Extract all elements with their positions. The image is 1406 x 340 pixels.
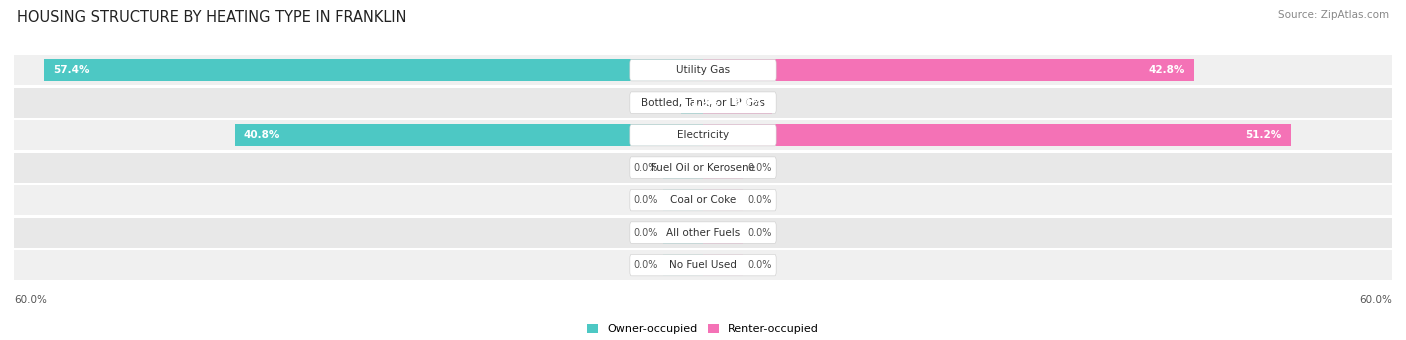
Text: Coal or Coke: Coal or Coke: [669, 195, 737, 205]
Bar: [662, 222, 703, 244]
Bar: [703, 189, 744, 211]
Text: 1.9%: 1.9%: [690, 98, 720, 108]
FancyBboxPatch shape: [630, 254, 776, 276]
Text: 0.0%: 0.0%: [634, 227, 658, 238]
Text: 0.0%: 0.0%: [748, 260, 772, 270]
Bar: [662, 157, 703, 179]
Bar: [681, 91, 703, 114]
Bar: [703, 222, 744, 244]
Bar: [703, 124, 1291, 146]
Text: All other Fuels: All other Fuels: [666, 227, 740, 238]
Text: Utility Gas: Utility Gas: [676, 65, 730, 75]
Bar: [703, 59, 1195, 81]
Text: 60.0%: 60.0%: [14, 295, 46, 305]
Text: Bottled, Tank, or LP Gas: Bottled, Tank, or LP Gas: [641, 98, 765, 108]
FancyBboxPatch shape: [630, 222, 776, 243]
Bar: [44, 59, 703, 81]
Text: Fuel Oil or Kerosene: Fuel Oil or Kerosene: [651, 163, 755, 173]
Text: 0.0%: 0.0%: [634, 260, 658, 270]
Legend: Owner-occupied, Renter-occupied: Owner-occupied, Renter-occupied: [586, 324, 820, 335]
Text: 60.0%: 60.0%: [1360, 295, 1392, 305]
Bar: [14, 120, 1392, 150]
Bar: [703, 254, 744, 276]
Text: Electricity: Electricity: [676, 130, 730, 140]
Bar: [14, 250, 1392, 280]
FancyBboxPatch shape: [630, 92, 776, 114]
FancyBboxPatch shape: [630, 189, 776, 211]
Text: 0.0%: 0.0%: [634, 163, 658, 173]
FancyBboxPatch shape: [630, 59, 776, 81]
Text: 0.0%: 0.0%: [748, 227, 772, 238]
Bar: [662, 189, 703, 211]
Bar: [235, 124, 703, 146]
Text: 6.0%: 6.0%: [734, 98, 762, 108]
Bar: [14, 55, 1392, 85]
Text: No Fuel Used: No Fuel Used: [669, 260, 737, 270]
Text: 0.0%: 0.0%: [748, 195, 772, 205]
FancyBboxPatch shape: [630, 157, 776, 178]
Bar: [14, 218, 1392, 248]
Bar: [14, 185, 1392, 215]
Text: Source: ZipAtlas.com: Source: ZipAtlas.com: [1278, 10, 1389, 20]
Bar: [14, 88, 1392, 118]
Text: HOUSING STRUCTURE BY HEATING TYPE IN FRANKLIN: HOUSING STRUCTURE BY HEATING TYPE IN FRA…: [17, 10, 406, 25]
Text: 0.0%: 0.0%: [634, 195, 658, 205]
Text: 0.0%: 0.0%: [748, 163, 772, 173]
Bar: [14, 153, 1392, 183]
Text: 51.2%: 51.2%: [1246, 130, 1282, 140]
Bar: [662, 254, 703, 276]
Text: 57.4%: 57.4%: [53, 65, 90, 75]
Bar: [703, 91, 772, 114]
Bar: [703, 157, 744, 179]
Text: 42.8%: 42.8%: [1149, 65, 1185, 75]
Text: 40.8%: 40.8%: [243, 130, 280, 140]
FancyBboxPatch shape: [630, 124, 776, 146]
